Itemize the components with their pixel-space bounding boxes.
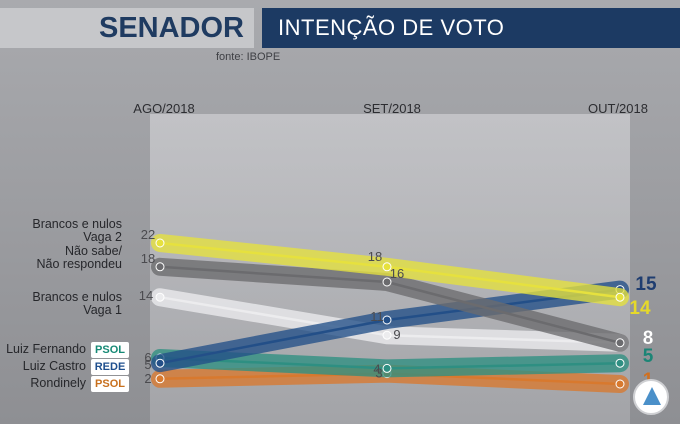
x-tick-label: SET/2018 [363, 101, 421, 116]
data-point [155, 358, 165, 368]
data-label: 5 [144, 357, 151, 372]
data-label: 9 [393, 327, 400, 342]
series-name-label: Luiz Fernando [6, 342, 86, 356]
data-label: 8 [643, 328, 654, 349]
data-label: 14 [139, 288, 153, 303]
data-point [382, 262, 392, 272]
data-label: 3 [375, 366, 382, 381]
source-note: fonte: IBOPE [216, 51, 281, 63]
data-label: 16 [390, 266, 404, 281]
data-label: 22 [141, 227, 155, 242]
data-label: 2 [144, 371, 151, 386]
data-point [155, 262, 165, 272]
data-label: 8 [643, 328, 654, 349]
series-name-label: Luiz Castro [22, 359, 86, 373]
data-label: 5 [643, 346, 654, 367]
data-label: 6 [144, 350, 151, 365]
logo-icon [643, 387, 661, 405]
broadcaster-logo [633, 379, 669, 415]
data-point [615, 338, 625, 348]
data-point [155, 374, 165, 384]
data-point [382, 315, 392, 325]
data-label: 14 [629, 298, 651, 319]
series-name-label: Brancos e nulos Vaga 1 [32, 290, 122, 317]
x-tick-label: AGO/2018 [133, 101, 195, 116]
data-point [615, 292, 625, 302]
data-label: 11 [370, 309, 384, 324]
data-point [382, 363, 392, 373]
chart-title: SENADOR [0, 8, 254, 48]
data-point [615, 358, 625, 368]
series-name-label: Brancos e nulos Vaga 2 [32, 217, 122, 244]
data-point [155, 292, 165, 302]
series-name-label: Rondinely [30, 376, 86, 390]
data-label: 15 [635, 274, 657, 295]
data-point [382, 277, 392, 287]
series-name-label: Não sabe/ Não respondeu [36, 244, 122, 271]
data-point [382, 330, 392, 340]
chart-subtitle: INTENÇÃO DE VOTO [262, 8, 680, 48]
party-badge: REDE [91, 359, 129, 375]
data-point [155, 238, 165, 248]
data-point [615, 379, 625, 389]
x-tick-label: OUT/2018 [588, 101, 648, 116]
data-label: 18 [141, 251, 155, 266]
data-label: 18 [368, 249, 382, 264]
party-badge: PSOL [91, 342, 129, 358]
data-label: 4 [373, 361, 380, 376]
header-bar: SENADOR INTENÇÃO DE VOTO [0, 0, 680, 48]
party-badge: PSOL [91, 376, 129, 392]
